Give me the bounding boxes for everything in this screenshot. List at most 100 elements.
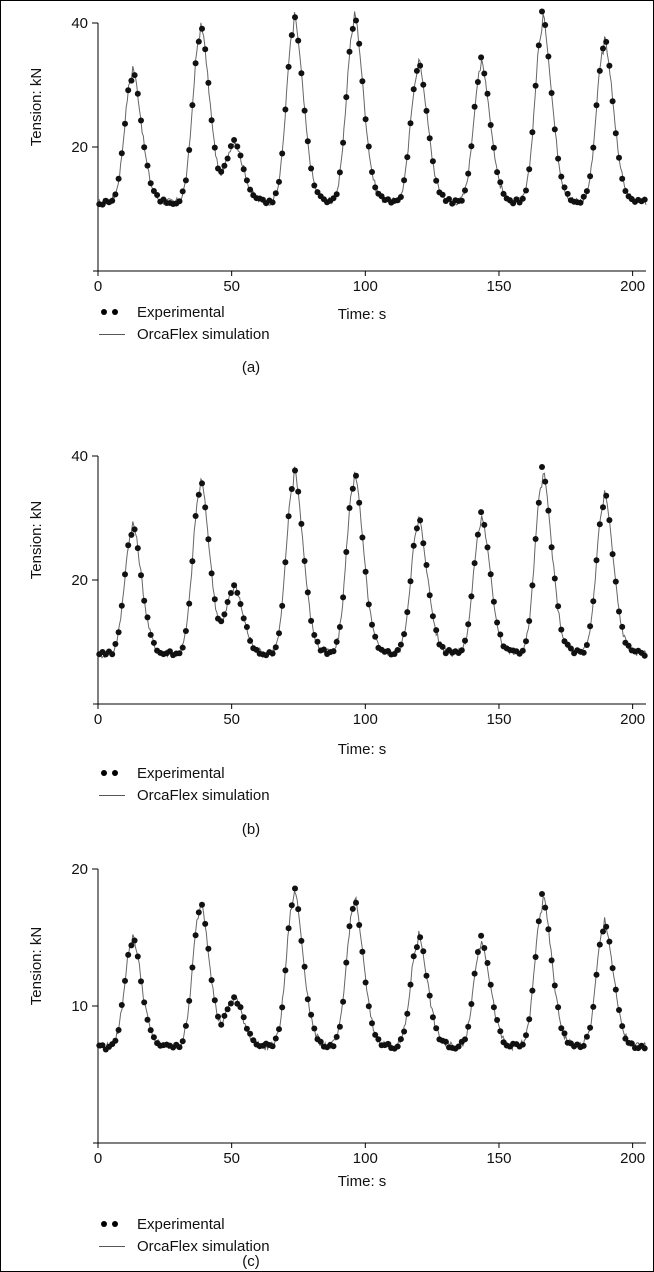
data-point-experimental [340, 594, 347, 601]
data-point-experimental [349, 485, 356, 492]
data-point-experimental [539, 8, 545, 15]
y-axis-label: Tension: kN [28, 68, 45, 146]
data-point-experimental [548, 544, 555, 551]
legend: Experimental OrcaFlex simulation [97, 1213, 270, 1257]
data-point-experimental [224, 1006, 231, 1013]
legend-item-experimental: Experimental [97, 1213, 270, 1235]
data-point-experimental [603, 923, 610, 930]
data-point-experimental [128, 942, 135, 949]
data-point-experimental [580, 649, 587, 656]
x-tick-label: 150 [486, 711, 511, 728]
data-point-experimental [555, 155, 562, 162]
data-point-experimental [208, 117, 215, 124]
data-point-experimental [600, 928, 606, 935]
data-point-experimental [612, 578, 619, 585]
data-point-experimental [484, 960, 491, 966]
data-point-experimental [500, 190, 507, 197]
data-point-experimental [285, 925, 292, 932]
data-point-experimental [545, 507, 552, 514]
data-point-experimental [603, 38, 610, 45]
data-point-experimental [372, 633, 379, 640]
data-point-experimental [628, 1040, 635, 1047]
data-point-experimental [465, 170, 472, 177]
data-point-experimental [282, 106, 289, 113]
data-point-experimental [199, 480, 205, 487]
x-axis-label: Time: s [338, 306, 387, 323]
chart-a-svg: 0 50 100 150 200 20 40 Time: s Tension: kN [28, 8, 648, 323]
data-point-experimental [195, 38, 202, 45]
data-point-experimental [619, 175, 626, 182]
data-point-experimental [567, 645, 574, 652]
data-point-experimental [237, 152, 244, 159]
data-point-experimental [276, 630, 282, 637]
data-point-experimental [423, 972, 430, 979]
data-point-experimental [394, 1043, 401, 1050]
data-point-experimental [590, 144, 597, 151]
data-point-experimental [542, 478, 549, 485]
data-point-experimental [269, 1043, 276, 1050]
data-point-experimental [353, 17, 359, 24]
data-point-experimental [279, 1004, 286, 1011]
data-point-experimental [343, 959, 350, 966]
data-point-experimental [247, 186, 254, 193]
data-point-experimental [231, 994, 238, 1001]
data-point-experimental [417, 517, 424, 524]
data-point-experimental [211, 144, 218, 151]
data-point-experimental [462, 187, 468, 194]
legend-label: Experimental [137, 1215, 225, 1233]
data-point-experimental [311, 182, 318, 189]
legend-item-simulation: OrcaFlex simulation [97, 1235, 270, 1257]
data-point-experimental [192, 513, 199, 519]
y-axis-label: Tension: kN [28, 927, 45, 1005]
data-point-experimental [304, 589, 311, 596]
data-point-experimental [199, 901, 205, 908]
data-point-experimental [523, 1032, 529, 1039]
data-point-experimental [564, 190, 571, 197]
data-point-experimental [587, 1024, 594, 1031]
data-point-experimental [413, 525, 420, 532]
data-point-experimental [439, 191, 446, 198]
data-point-experimental [497, 1028, 504, 1035]
data-point-experimental [202, 46, 209, 53]
data-point-experimental [462, 637, 468, 644]
data-point-experimental [413, 944, 420, 951]
data-point-experimental [583, 642, 590, 648]
x-axis-label: Time: s [338, 741, 387, 758]
data-point-experimental [458, 647, 465, 654]
x-tick-label: 150 [486, 1150, 511, 1167]
data-point-experimental [622, 188, 629, 194]
data-point-experimental [580, 193, 587, 200]
data-point-experimental [144, 1016, 151, 1023]
data-point-experimental [423, 107, 430, 114]
data-point-experimental [372, 1031, 379, 1038]
data-point-experimental [625, 642, 632, 649]
data-point-experimental [179, 1038, 186, 1045]
data-point-experimental [619, 1023, 626, 1030]
data-point-experimental [641, 1045, 648, 1052]
data-point-experimental [224, 155, 231, 162]
data-point-experimental [295, 488, 302, 495]
data-point-experimental [365, 1003, 372, 1010]
data-point-experimental [301, 558, 308, 564]
legend-item-simulation: OrcaFlex simulation [97, 784, 270, 806]
x-tick-label: 200 [620, 711, 645, 728]
data-point-experimental [295, 37, 302, 44]
data-point-experimental [600, 45, 606, 52]
data-point-experimental [551, 982, 558, 989]
y-tick-label: 20 [71, 572, 88, 589]
data-point-experimental [112, 641, 119, 647]
data-point-experimental [122, 977, 128, 984]
data-point-experimental [609, 551, 616, 558]
data-point-experimental [320, 646, 327, 653]
data-point-experimental [481, 70, 488, 77]
data-point-experimental [141, 144, 148, 151]
data-point-experimental [186, 147, 193, 153]
data-point-experimental [221, 611, 228, 618]
data-point-experimental [359, 78, 366, 85]
data-point-experimental [510, 200, 517, 207]
data-point-experimental [468, 143, 475, 150]
data-point-experimental [558, 1025, 565, 1032]
data-point-experimental [577, 199, 584, 206]
data-point-experimental [134, 90, 141, 97]
data-point-experimental [641, 196, 648, 203]
